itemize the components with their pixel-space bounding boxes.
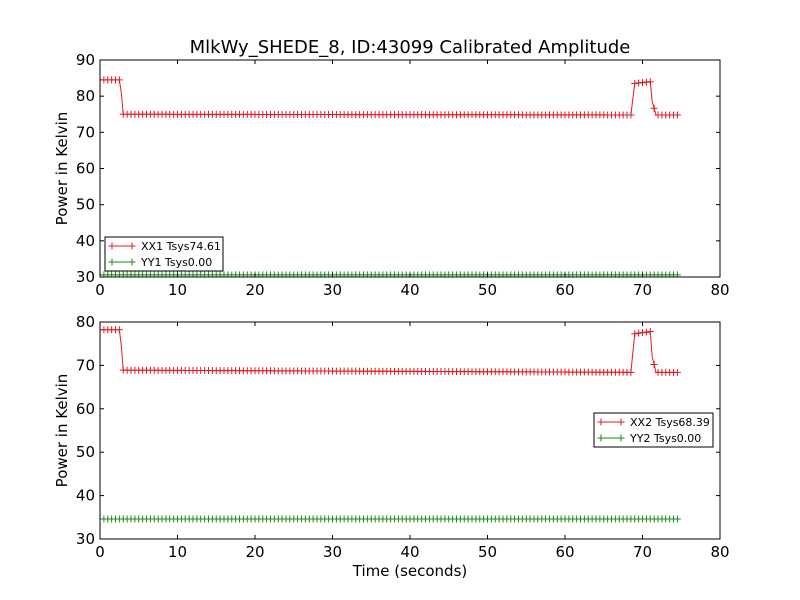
- x-tick-label: 60: [555, 543, 574, 561]
- y-tick-label: 40: [76, 487, 95, 505]
- x-tick-label: 40: [400, 543, 419, 561]
- legend-box: [593, 412, 714, 448]
- x-tick-label: 70: [633, 543, 652, 561]
- legend: XX2 Tsys68.39 YY2 Tsys0.00: [593, 412, 714, 448]
- legend-marker: [617, 418, 625, 426]
- legend: XX1 Tsys74.61 YY1 Tsys0.00: [104, 236, 224, 272]
- x-tick-label: 30: [323, 281, 342, 299]
- y-tick-label: 30: [76, 530, 95, 548]
- series-markers-yy: [100, 515, 681, 523]
- legend-box: [104, 236, 224, 272]
- x-tick-label: 50: [478, 543, 497, 561]
- x-tick-label: 20: [245, 543, 264, 561]
- legend-marker: [597, 434, 605, 442]
- x-tick-label: 80: [710, 543, 729, 561]
- legend-marker: [617, 434, 625, 442]
- x-tick-label: 60: [555, 281, 574, 299]
- y-axis-label: Power in Kelvin: [53, 112, 71, 226]
- legend-label: XX1 Tsys74.61: [141, 240, 221, 253]
- y-tick-label: 60: [76, 400, 95, 418]
- x-axis-label: Time (seconds): [352, 562, 468, 580]
- series-markers-xx: [100, 326, 681, 376]
- y-tick-label: 40: [76, 232, 95, 250]
- y-tick-label: 60: [76, 160, 95, 178]
- legend-marker: [108, 258, 116, 266]
- legend-label: YY1 Tsys0.00: [140, 256, 212, 269]
- x-tick-label: 80: [710, 281, 729, 299]
- series-line-xx: [100, 329, 678, 373]
- x-tick-label: 0: [95, 281, 105, 299]
- y-axis-label: Power in Kelvin: [53, 374, 71, 488]
- x-tick-label: 20: [245, 281, 264, 299]
- legend-marker: [128, 242, 136, 250]
- x-tick-label: 10: [168, 281, 187, 299]
- plot-area: [100, 326, 681, 523]
- y-tick-label: 50: [76, 196, 95, 214]
- series-line-xx: [100, 79, 678, 116]
- series-markers-xx: [100, 76, 681, 119]
- legend-marker: [597, 418, 605, 426]
- y-tick-label: 30: [76, 268, 95, 286]
- top-panel: 0 10 20 30 40 50 60 70 80 30 40 50 60 70 80 90 Power in …: [53, 51, 730, 299]
- legend-marker: [128, 258, 136, 266]
- x-tick-label: 50: [478, 281, 497, 299]
- legend-label: YY2 Tsys0.00: [629, 432, 701, 445]
- bottom-panel: 0 10 20 30 40 50 60 70 80 30 40 50 60 70 80 Power in Ke…: [53, 313, 730, 580]
- x-tick-label: 70: [633, 281, 652, 299]
- y-tick-label: 80: [76, 313, 95, 331]
- legend-marker: [108, 242, 116, 250]
- chart-title: MlkWy_SHEDE_8, ID:43099 Calibrated Ampli…: [190, 37, 631, 58]
- x-tick-label: 40: [400, 281, 419, 299]
- y-tick-label: 80: [76, 87, 95, 105]
- plot-area: [100, 76, 681, 277]
- legend-label: XX2 Tsys68.39: [630, 416, 710, 429]
- y-tick-label: 90: [76, 51, 95, 69]
- y-tick-label: 50: [76, 443, 95, 461]
- x-tick-label: 10: [168, 543, 187, 561]
- y-tick-label: 70: [76, 123, 95, 141]
- y-tick-label: 70: [76, 356, 95, 374]
- x-tick-label: 30: [323, 543, 342, 561]
- x-tick-label: 0: [95, 543, 105, 561]
